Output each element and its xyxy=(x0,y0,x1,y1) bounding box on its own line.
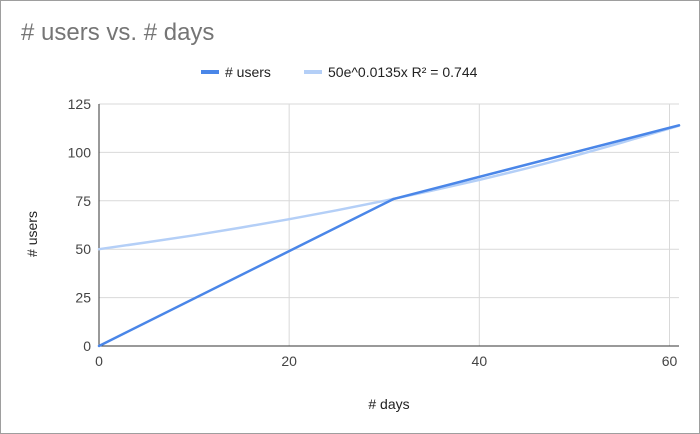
users-series-line xyxy=(97,124,681,348)
trendline-series-line xyxy=(97,124,681,251)
legend: # users 50e^0.0135x R² = 0.744 xyxy=(201,64,478,80)
legend-label: 50e^0.0135x R² = 0.744 xyxy=(328,64,478,80)
y-tick-label: 125 xyxy=(68,96,92,112)
grid-lines xyxy=(99,103,679,346)
y-axis-label: # users xyxy=(24,211,40,257)
x-tick-label: 60 xyxy=(662,353,678,369)
series-layer xyxy=(97,124,681,348)
x-axis-label: # days xyxy=(368,396,409,412)
y-tick-label: 75 xyxy=(75,193,91,209)
legend-label: # users xyxy=(225,64,271,80)
x-tick-label: 20 xyxy=(281,353,297,369)
y-tick-label: 50 xyxy=(75,241,91,257)
x-tick-label: 40 xyxy=(472,353,488,369)
chart-title: # users vs. # days xyxy=(21,19,215,46)
y-tick-label: 25 xyxy=(75,290,91,306)
y-tick-label: 100 xyxy=(68,144,92,160)
x-tick-label: 0 xyxy=(95,353,103,369)
y-tick-label: 0 xyxy=(83,338,91,354)
axes: 0 25 50 75 100 125 0 20 40 60 xyxy=(68,96,679,369)
